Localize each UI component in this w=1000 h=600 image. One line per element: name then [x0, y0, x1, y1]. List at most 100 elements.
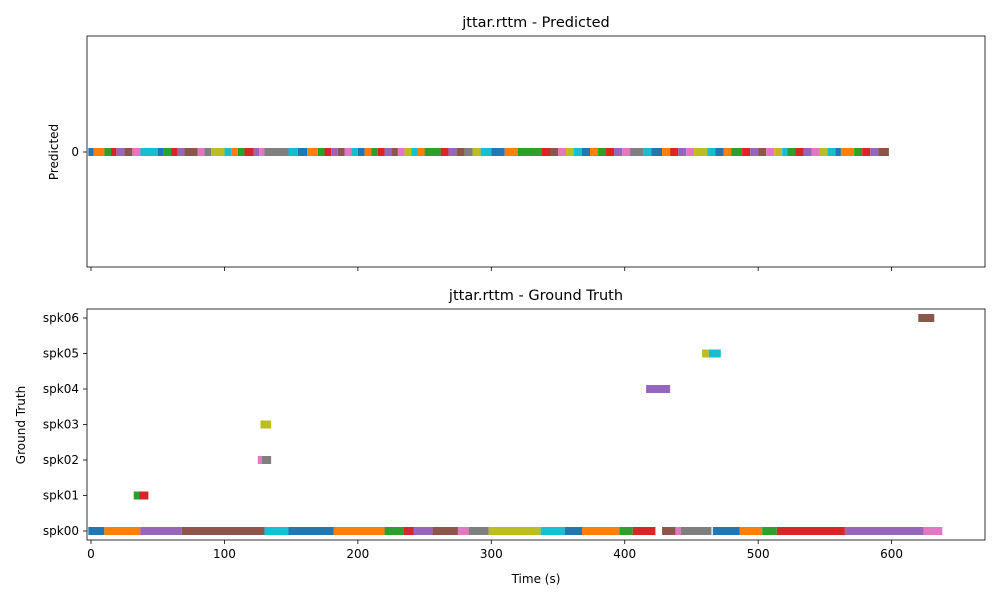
segment-0-89 [854, 148, 863, 156]
segment-0-71 [707, 148, 716, 156]
predicted-panel: jttar.rttm - Predicted 0 Predicted [47, 15, 986, 271]
segment-0-26 [317, 148, 325, 156]
segment-0-92 [878, 148, 889, 156]
segment-0-83 [803, 148, 812, 156]
segment-spk00-5 [288, 527, 334, 535]
segment-spk00-14 [540, 527, 565, 535]
ytick-label-spk01: spk01 [43, 489, 79, 503]
segment-spk00-17 [619, 527, 633, 535]
segment-0-61 [614, 148, 623, 156]
segment-0-68 [678, 148, 687, 156]
segment-0-17 [231, 148, 238, 156]
segment-0-45 [456, 148, 465, 156]
segment-0-11 [177, 148, 185, 156]
predicted-title: jttar.rttm - Predicted [461, 15, 610, 31]
segment-spk00-7 [384, 527, 404, 535]
segment-spk02-30 [257, 456, 262, 464]
segment-0-55 [566, 148, 575, 156]
segment-0-29 [337, 148, 345, 156]
segment-spk00-20 [675, 527, 681, 535]
segment-spk00-25 [776, 527, 845, 535]
segment-0-73 [723, 148, 732, 156]
segment-spk00-23 [739, 527, 763, 535]
segment-0-35 [377, 148, 385, 156]
segment-0-46 [464, 148, 473, 156]
segment-0-12 [184, 148, 198, 156]
segment-spk04-33 [646, 385, 671, 393]
segment-0-22 [264, 148, 289, 156]
segment-0-42 [424, 148, 441, 156]
segment-0-67 [670, 148, 679, 156]
xtick-label-400: 400 [613, 547, 636, 561]
segment-spk00-9 [413, 527, 433, 535]
segment-spk00-27 [923, 527, 943, 535]
segment-0-21 [259, 148, 265, 156]
segment-0-54 [558, 148, 567, 156]
segment-0-38 [397, 148, 405, 156]
ground-truth-axes-frame [86, 308, 986, 541]
segment-0-43 [440, 148, 449, 156]
segment-0-3 [111, 148, 117, 156]
segment-0-57 [582, 148, 591, 156]
segment-0-82 [795, 148, 804, 156]
segment-0-69 [686, 148, 695, 156]
segment-spk00-15 [564, 527, 583, 535]
segment-spk02-31 [261, 456, 272, 464]
segment-spk00-0 [88, 527, 105, 535]
segment-spk00-10 [432, 527, 458, 535]
segment-0-75 [742, 148, 751, 156]
segment-0-24 [297, 148, 308, 156]
predicted-segments [88, 148, 889, 156]
ytick-label-spk00: spk00 [43, 524, 79, 538]
segment-0-66 [662, 148, 671, 156]
segment-0-9 [163, 148, 172, 156]
segment-0-86 [827, 148, 836, 156]
segment-0-81 [787, 148, 796, 156]
segment-0-76 [750, 148, 759, 156]
segment-0-6 [132, 148, 141, 156]
segment-0-37 [391, 148, 398, 156]
segment-0-13 [197, 148, 205, 156]
segment-0-39 [404, 148, 412, 156]
segment-0-80 [782, 148, 788, 156]
segment-spk00-1 [104, 527, 141, 535]
segment-spk01-29 [139, 491, 149, 500]
ytick-label-0: 0 [71, 145, 79, 159]
segment-0-48 [480, 148, 492, 156]
segment-0-77 [758, 148, 767, 156]
segment-0-65 [651, 148, 663, 156]
segment-0-60 [606, 148, 615, 156]
segment-0-41 [417, 148, 425, 156]
ground-truth-title: jttar.rttm - Ground Truth [448, 288, 623, 304]
segment-0-31 [351, 148, 358, 156]
segment-0-72 [715, 148, 724, 156]
segment-0-40 [411, 148, 418, 156]
segment-spk00-18 [632, 527, 656, 535]
segment-0-23 [288, 148, 298, 156]
segment-0-47 [472, 148, 481, 156]
ytick-label-spk04: spk04 [43, 382, 79, 396]
segment-spk01-28 [133, 491, 140, 500]
predicted-ticks: 0 [71, 145, 892, 271]
segment-spk00-24 [762, 527, 777, 535]
segment-0-49 [491, 148, 505, 156]
segment-0-1 [93, 148, 105, 156]
segment-0-64 [643, 148, 652, 156]
ytick-label-spk06: spk06 [43, 311, 79, 325]
segment-spk03-32 [260, 420, 272, 429]
segment-spk00-19 [662, 527, 676, 535]
segment-0-27 [324, 148, 332, 156]
segment-0-33 [364, 148, 372, 156]
segment-spk00-13 [488, 527, 541, 535]
segment-spk00-3 [181, 527, 265, 535]
segment-0-18 [237, 148, 245, 156]
xtick-label-0: 0 [87, 547, 95, 561]
segment-0-16 [224, 148, 232, 156]
segment-0-91 [870, 148, 879, 156]
xtick-label-100: 100 [213, 547, 236, 561]
segment-spk00-12 [468, 527, 489, 535]
predicted-axes-frame [86, 35, 986, 268]
segment-spk05-35 [708, 349, 721, 358]
segment-0-87 [835, 148, 841, 156]
